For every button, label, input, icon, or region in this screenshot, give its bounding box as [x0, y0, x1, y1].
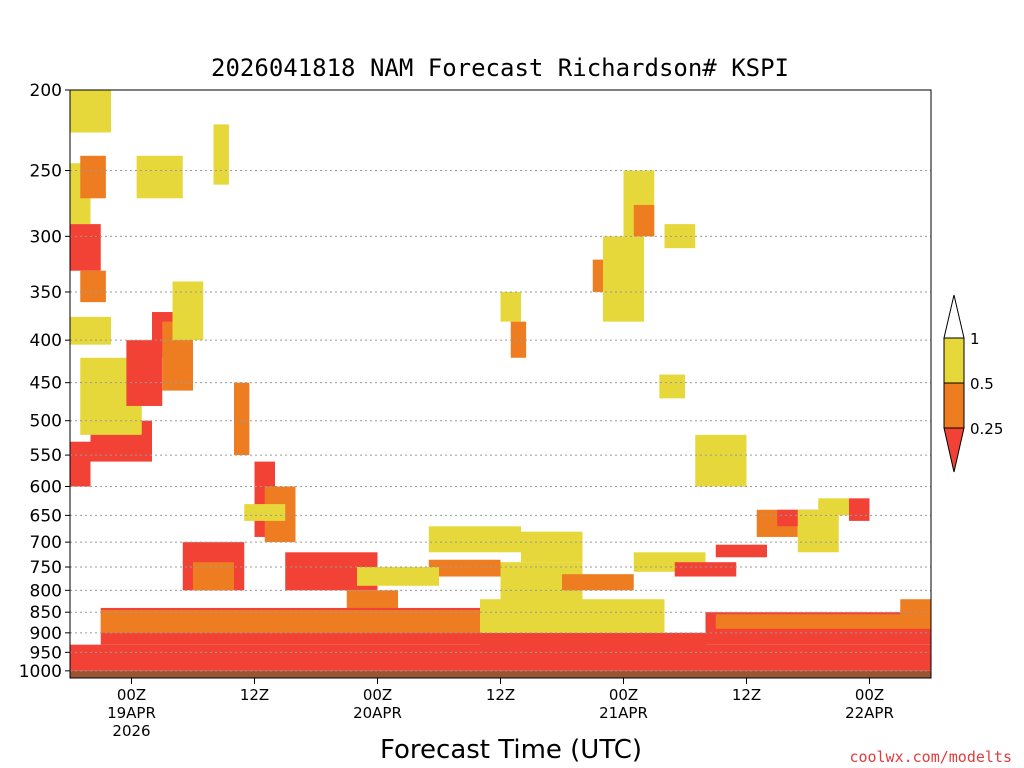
heatmap-cells: [70, 90, 931, 678]
y-tick-label-650: 650: [30, 506, 62, 526]
x-tick-label-1-0: 12Z: [240, 686, 269, 704]
y-tick-label-750: 750: [30, 558, 62, 578]
ri-region-high: [603, 236, 644, 322]
ri-region-high: [818, 498, 849, 516]
ri-region-low: [849, 498, 870, 521]
ri-region-mid: [428, 559, 501, 577]
legend-top-arrow: [943, 294, 965, 339]
legend-swatch-mid: [943, 382, 965, 429]
ground-layer: [70, 670, 931, 678]
ri-region-mid: [900, 599, 931, 617]
y-tick-label-350: 350: [30, 283, 62, 303]
ri-region-low: [480, 632, 706, 657]
y-tick-label-550: 550: [30, 446, 62, 466]
ri-region-mid: [193, 562, 234, 591]
y-tick-label-500: 500: [30, 412, 62, 432]
plot-frame: [69, 89, 932, 679]
x-tick-label-4-0: 00Z: [609, 686, 638, 704]
ri-region-mid: [100, 610, 480, 633]
ri-region-high: [695, 434, 747, 487]
chart-title: 2026041818 NAM Forecast Richardson# KSPI: [211, 54, 789, 82]
x-tick-label-0-1: 19APR: [107, 704, 156, 722]
y-tick-label-950: 950: [30, 643, 62, 663]
y-tick-label-900: 900: [30, 624, 62, 644]
ri-region-mid: [346, 590, 398, 613]
y-tick-label-200: 200: [30, 81, 62, 101]
ri-region-mid: [234, 382, 250, 456]
y-tick-label-250: 250: [30, 162, 62, 182]
ri-region-high: [521, 531, 583, 563]
ri-region-mid: [510, 321, 527, 358]
ri-region-high: [136, 155, 183, 199]
y-tick-label-850: 850: [30, 603, 62, 623]
legend-swatch-low: [943, 427, 965, 473]
ri-region-high: [480, 599, 665, 633]
y-tick-label-600: 600: [30, 477, 62, 497]
ri-region-low: [674, 562, 737, 577]
x-tick-label-0-2: 2026: [112, 722, 150, 740]
ri-region-mid: [633, 204, 655, 237]
legend-label-1: 1: [970, 330, 980, 348]
legend-label-0.25: 0.25: [970, 420, 1003, 438]
x-tick-label-5-0: 12Z: [732, 686, 761, 704]
ri-region-mid: [80, 155, 106, 199]
y-tick-label-1000: 1000: [19, 662, 62, 682]
x-tick-label-0-0: 00Z: [117, 686, 146, 704]
ri-region-high: [172, 281, 204, 341]
y-tick-label-800: 800: [30, 581, 62, 601]
x-tick-label-3-0: 12Z: [486, 686, 515, 704]
ri-region-high: [428, 526, 521, 553]
x-tick-label-2-0: 00Z: [363, 686, 392, 704]
x-axis-label: Forecast Time (UTC): [380, 735, 642, 765]
y-tick-label-450: 450: [30, 374, 62, 394]
ri-region-low: [715, 544, 767, 558]
pressure-gridlines: [70, 170, 931, 672]
x-tick-label-6-1: 22APR: [845, 704, 894, 722]
ri-region-low: [70, 441, 91, 487]
ri-region-high: [500, 291, 521, 322]
y-tick-label-700: 700: [30, 533, 62, 553]
y-tick-label-400: 400: [30, 331, 62, 351]
ri-region-mid: [715, 614, 931, 629]
y-tick-label-300: 300: [30, 227, 62, 247]
ri-region-mid: [562, 574, 634, 591]
ri-region-high: [659, 374, 685, 399]
watermark: coolwx.com/modelts: [849, 748, 1012, 766]
ri-region-high: [357, 567, 439, 586]
legend-swatch-high: [943, 337, 965, 384]
ri-region-low: [70, 224, 101, 271]
ri-region-high: [797, 509, 839, 553]
x-tick-label-6-0: 00Z: [855, 686, 884, 704]
ri-region-high: [213, 124, 229, 185]
x-tick-label-2-1: 20APR: [353, 704, 402, 722]
ri-region-high: [70, 90, 111, 133]
ri-region-mid: [80, 270, 106, 303]
ri-region-high: [244, 504, 286, 521]
colorbar-legend: 1 0.5 0.25: [943, 294, 1003, 473]
y-axis: 200 250 300 350 400 450 500 550 600 650 700 750 8008…: [19, 81, 70, 682]
legend-label-0.5: 0.5: [970, 375, 994, 393]
x-tick-label-4-1: 21APR: [599, 704, 648, 722]
